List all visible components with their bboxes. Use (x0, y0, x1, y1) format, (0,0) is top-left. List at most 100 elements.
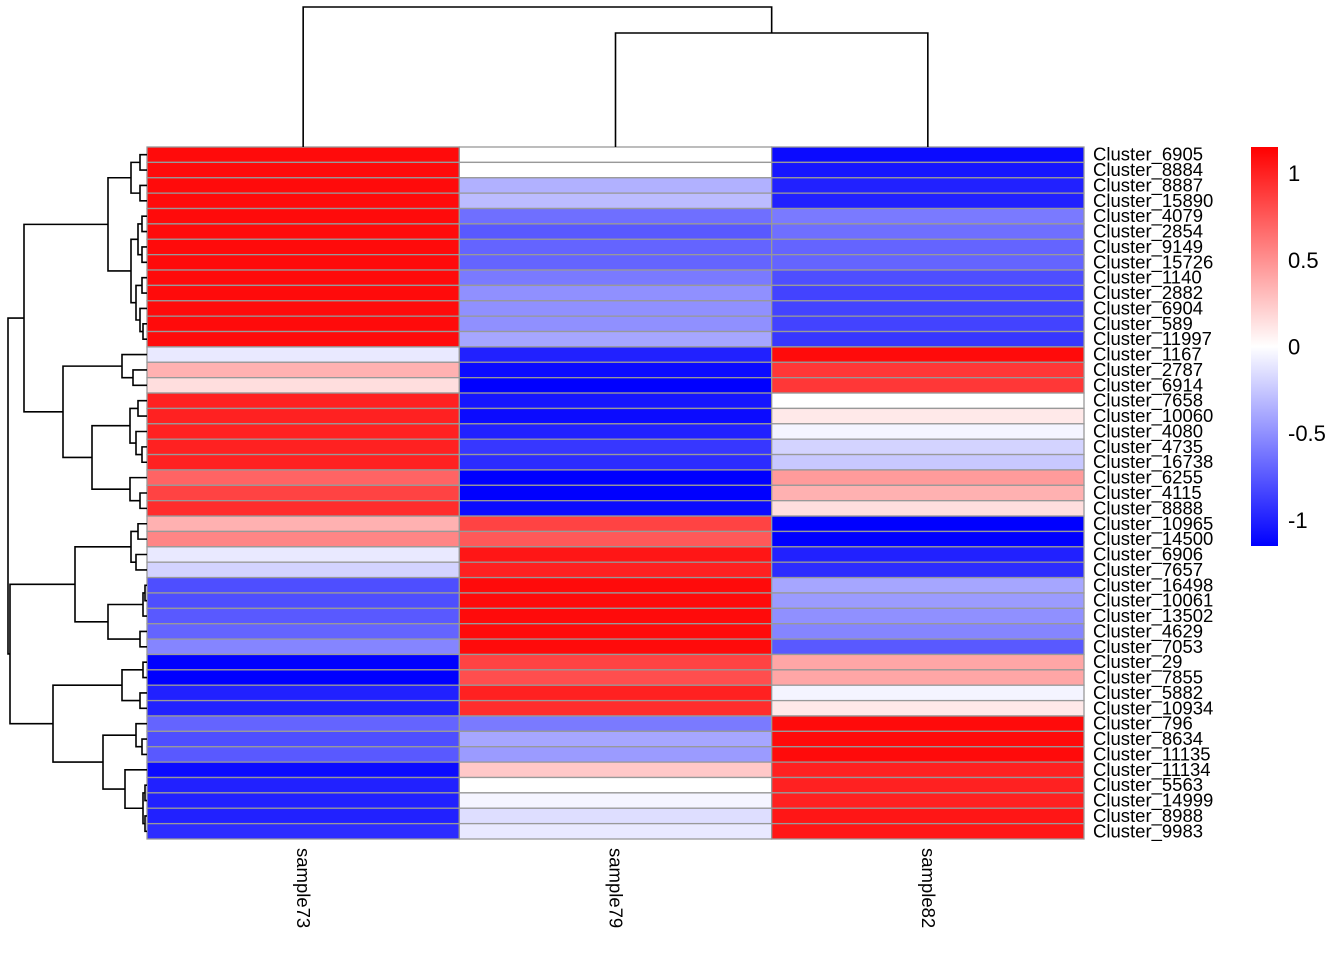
heatmap-cell (146, 561, 460, 579)
dendrogram-branch (137, 522, 147, 540)
dendrogram-branch (141, 276, 147, 294)
dendrogram-branch (139, 492, 147, 510)
row-label: Cluster_8887 (1093, 174, 1203, 196)
heatmap-cell (771, 238, 1085, 256)
row-label: Cluster_14999 (1093, 790, 1213, 812)
dendrogram-branch (130, 530, 138, 563)
heatmap-cell (458, 438, 773, 456)
heatmap-cell (771, 500, 1085, 517)
heatmap-cell (771, 530, 1085, 548)
heatmap-cell (458, 546, 773, 563)
row-label: Cluster_7658 (1093, 390, 1203, 412)
row-label: Cluster_4629 (1093, 620, 1203, 642)
legend-tick-label: 1 (1288, 161, 1300, 186)
row-label: Cluster_9149 (1093, 236, 1203, 258)
row-label: Cluster_15726 (1093, 251, 1213, 273)
heatmap-cell (146, 238, 460, 256)
row-label: Cluster_11134 (1093, 759, 1211, 781)
heatmap-cell (146, 761, 460, 779)
heatmap-cell (458, 653, 773, 671)
heatmap-cell (771, 438, 1085, 456)
heatmap-cell (458, 269, 773, 287)
row-label: Cluster_589 (1093, 313, 1193, 335)
heatmap-cell (771, 576, 1085, 594)
dendrogram-branch (135, 284, 142, 321)
row-label: Cluster_9983 (1093, 820, 1203, 842)
heatmap-cell (771, 592, 1085, 609)
row-label: Cluster_6905 (1093, 144, 1203, 166)
heatmap-cells (146, 146, 1085, 840)
heatmap-cell (458, 822, 773, 840)
heatmap-cell (458, 392, 773, 410)
heatmap-cell (146, 146, 460, 164)
row-label: Cluster_10060 (1093, 405, 1213, 427)
row-label: Cluster_6904 (1093, 297, 1203, 319)
dendrogram-branch (74, 546, 131, 623)
row-label: Cluster_6255 (1093, 467, 1203, 489)
row-label: Cluster_6914 (1093, 374, 1203, 396)
column-labels: sample73 sample79 sample82 (293, 848, 939, 928)
heatmap-cell (771, 330, 1085, 348)
heatmap-cell (146, 515, 460, 533)
heatmap-cell (146, 161, 460, 179)
heatmap-cell (771, 423, 1085, 440)
column-label: sample82 (918, 848, 939, 928)
heatmap-cell (146, 284, 460, 302)
row-label: Cluster_10934 (1093, 697, 1213, 719)
heatmap-cell (146, 530, 460, 548)
dendrogram-branch (102, 734, 136, 790)
heatmap-cell (458, 453, 773, 471)
heatmap-cell (771, 453, 1085, 471)
dendrogram-branch (141, 738, 147, 756)
dendrogram-branch (141, 446, 147, 464)
heatmap-cell (458, 669, 773, 686)
heatmap-cell (458, 561, 773, 579)
heatmap-cell (458, 592, 773, 609)
heatmap-cell (146, 346, 460, 363)
row-label: Cluster_4735 (1093, 436, 1203, 458)
heatmap-cell (146, 623, 460, 640)
heatmap-cell (146, 423, 460, 440)
heatmap-cell (146, 776, 460, 794)
heatmap-cell (458, 684, 773, 702)
row-label: Cluster_4079 (1093, 205, 1203, 227)
heatmap-cell (458, 776, 773, 794)
heatmap-cell (458, 238, 773, 256)
row-label: Cluster_13502 (1093, 605, 1213, 627)
dendrogram-branch (52, 684, 122, 763)
legend-tick-label: 0 (1288, 335, 1300, 360)
heatmap-cell (771, 484, 1085, 502)
heatmap-cell (458, 484, 773, 502)
heatmap-cell (458, 192, 773, 210)
heatmap-cell (458, 361, 773, 379)
heatmap-cell (146, 592, 460, 609)
heatmap-cell (146, 392, 460, 410)
heatmap-cell (146, 715, 460, 733)
dendrogram-branch (139, 692, 147, 710)
row-label: Cluster_8634 (1093, 728, 1203, 750)
heatmap-cell (771, 515, 1085, 533)
heatmap-cell (458, 515, 773, 533)
row-label: Cluster_15890 (1093, 190, 1213, 212)
legend-tick-label: -1 (1288, 508, 1308, 533)
row-label: Cluster_11997 (1093, 328, 1212, 350)
heatmap-cell (771, 792, 1085, 809)
column-dendrogram (302, 6, 929, 147)
heatmap-cell (146, 438, 460, 456)
heatmap-cell (771, 653, 1085, 671)
column-label: sample79 (606, 848, 627, 928)
heatmap-cell (771, 730, 1085, 748)
heatmap-cell (771, 223, 1085, 240)
heatmap-cell (458, 761, 773, 779)
dendrogram-branch (139, 630, 147, 648)
heatmap-cell (146, 638, 460, 656)
heatmap-cell (458, 161, 773, 179)
heatmap-cell (458, 469, 773, 486)
row-label: Cluster_2882 (1093, 282, 1203, 304)
heatmap-cell (771, 161, 1085, 179)
heatmap-cell (458, 330, 773, 348)
heatmap-cell (771, 300, 1085, 317)
row-label: Cluster_10061 (1093, 590, 1213, 612)
heatmap-cell (458, 699, 773, 717)
